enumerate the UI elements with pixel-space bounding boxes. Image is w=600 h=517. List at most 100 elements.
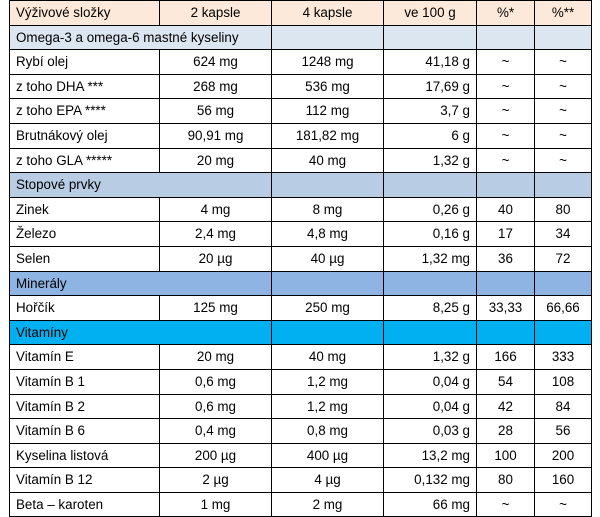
two-capsules-cell: 1 mg: [159, 491, 272, 517]
percent-cell: 33,33: [476, 295, 535, 321]
section-filler-cell: [271, 24, 384, 51]
percent-cell: 100: [476, 442, 535, 469]
per-100g-cell: 66 mg: [383, 491, 477, 517]
column-header: ve 100 g: [383, 0, 477, 26]
two-capsules-cell: 2,4 mg: [159, 221, 272, 247]
table-row: Kyselina listová 200 µg 400 µg 13,2 mg 100 20…: [9, 442, 592, 469]
section-title: Stopové prvky: [9, 172, 272, 198]
nutrient-name-cell: Hořčík: [9, 295, 160, 321]
table-row: z toho GLA ***** 20 mg 40 mg 1,32 g ~ ~: [9, 147, 592, 174]
section-filler-cell: [534, 270, 592, 297]
percent-double-cell: 108: [534, 368, 592, 395]
percent-cell: ~: [476, 122, 535, 149]
two-capsules-cell: 0,6 mg: [159, 393, 272, 420]
nutrient-name-cell: z toho DHA ***: [9, 73, 160, 100]
per-100g-cell: 1,32 g: [383, 147, 477, 174]
percent-double-cell: 160: [534, 467, 592, 493]
section-filler-cell: [476, 24, 535, 51]
nutrient-name-cell: Vitamín B 1: [9, 368, 160, 395]
table-row: Vitamín B 2 0,6 mg 1,2 mg 0,04 g 42 84: [9, 393, 592, 420]
table-header-row: Výživové složky 2 kapsle 4 kapsle ve 100 g%…: [9, 0, 592, 26]
two-capsules-cell: 0,6 mg: [159, 368, 272, 395]
section-filler-cell: [271, 319, 384, 346]
four-capsules-cell: 0,8 mg: [271, 418, 384, 444]
nutrient-name-cell: Rybí olej: [9, 49, 160, 75]
two-capsules-cell: 0,4 mg: [159, 418, 272, 444]
per-100g-cell: 0,04 g: [383, 368, 477, 395]
section-header-row: Vitamíny: [9, 319, 592, 346]
section-filler-cell: [383, 24, 477, 51]
percent-cell: 17: [476, 221, 535, 247]
two-capsules-cell: 20 mg: [159, 147, 272, 174]
section-filler-cell: [476, 172, 535, 198]
four-capsules-cell: 40 µg: [271, 245, 384, 272]
four-capsules-cell: 40 mg: [271, 344, 384, 370]
section-title: Minerály: [9, 270, 272, 297]
table-row: Brutnákový olej 90,91 mg 181,82 mg 6 g ~ ~: [9, 122, 592, 149]
column-header: Výživové složky: [9, 0, 160, 26]
table-row: z toho DHA *** 268 mg 536 mg 17,69 g ~ ~: [9, 73, 592, 100]
per-100g-cell: 0,04 g: [383, 393, 477, 420]
nutrient-name-cell: z toho EPA ****: [9, 98, 160, 124]
per-100g-cell: 6 g: [383, 122, 477, 149]
per-100g-cell: 8,25 g: [383, 295, 477, 321]
section-title: Vitamíny: [9, 319, 272, 346]
percent-cell: 40: [476, 196, 535, 223]
four-capsules-cell: 181,82 mg: [271, 122, 384, 149]
section-filler-cell: [534, 172, 592, 198]
nutrient-name-cell: Beta – karoten: [9, 491, 160, 517]
percent-cell: 36: [476, 245, 535, 272]
four-capsules-cell: 400 µg: [271, 442, 384, 469]
four-capsules-cell: 250 mg: [271, 295, 384, 321]
percent-cell: 42: [476, 393, 535, 420]
nutrient-name-cell: Kyselina listová: [9, 442, 160, 469]
section-filler-cell: [476, 319, 535, 346]
percent-double-cell: ~: [534, 147, 592, 174]
two-capsules-cell: 268 mg: [159, 73, 272, 100]
two-capsules-cell: 4 mg: [159, 196, 272, 223]
two-capsules-cell: 2 µg: [159, 467, 272, 493]
section-filler-cell: [534, 24, 592, 51]
column-header: 2 kapsle: [159, 0, 272, 26]
table-row: Vitamín E 20 mg 40 mg 1,32 g 166 333: [9, 344, 592, 370]
per-100g-cell: 13,2 mg: [383, 442, 477, 469]
percent-double-cell: ~: [534, 491, 592, 517]
per-100g-cell: 0,16 g: [383, 221, 477, 247]
percent-double-cell: 56: [534, 418, 592, 444]
table-row: Selen 20 µg 40 µg 1,32 mg 36 72: [9, 245, 592, 272]
percent-cell: 166: [476, 344, 535, 370]
per-100g-cell: 1,32 mg: [383, 245, 477, 272]
percent-cell: 28: [476, 418, 535, 444]
percent-cell: ~: [476, 147, 535, 174]
section-filler-cell: [476, 270, 535, 297]
table-row: Rybí olej 624 mg 1248 mg 41,18 g ~ ~: [9, 49, 592, 75]
percent-double-cell: 66,66: [534, 295, 592, 321]
column-header: 4 kapsle: [271, 0, 384, 26]
percent-cell: ~: [476, 73, 535, 100]
table-row: Hořčík 125 mg 250 mg 8,25 g 33,33 66,66: [9, 295, 592, 321]
percent-cell: 80: [476, 467, 535, 493]
table-row: Vitamín B 1 0,6 mg 1,2 mg 0,04 g 54 108: [9, 368, 592, 395]
section-header-row: Omega-3 a omega-6 mastné kyseliny: [9, 24, 592, 51]
section-filler-cell: [383, 172, 477, 198]
nutrient-name-cell: Brutnákový olej: [9, 122, 160, 149]
per-100g-cell: 41,18 g: [383, 49, 477, 75]
percent-cell: 54: [476, 368, 535, 395]
two-capsules-cell: 624 mg: [159, 49, 272, 75]
four-capsules-cell: 40 mg: [271, 147, 384, 174]
four-capsules-cell: 1248 mg: [271, 49, 384, 75]
percent-cell: ~: [476, 491, 535, 517]
percent-double-cell: ~: [534, 122, 592, 149]
per-100g-cell: 3,7 g: [383, 98, 477, 124]
percent-double-cell: 80: [534, 196, 592, 223]
two-capsules-cell: 200 µg: [159, 442, 272, 469]
percent-double-cell: 333: [534, 344, 592, 370]
table-row: Vitamín B 6 0,4 mg 0,8 mg 0,03 g 28 56: [9, 418, 592, 444]
per-100g-cell: 0,132 mg: [383, 467, 477, 493]
nutrient-name-cell: Selen: [9, 245, 160, 272]
column-header: %*: [476, 0, 535, 26]
table-row: Zinek 4 mg 8 mg 0,26 g 40 80: [9, 196, 592, 223]
two-capsules-cell: 56 mg: [159, 98, 272, 124]
percent-double-cell: ~: [534, 73, 592, 100]
two-capsules-cell: 20 mg: [159, 344, 272, 370]
